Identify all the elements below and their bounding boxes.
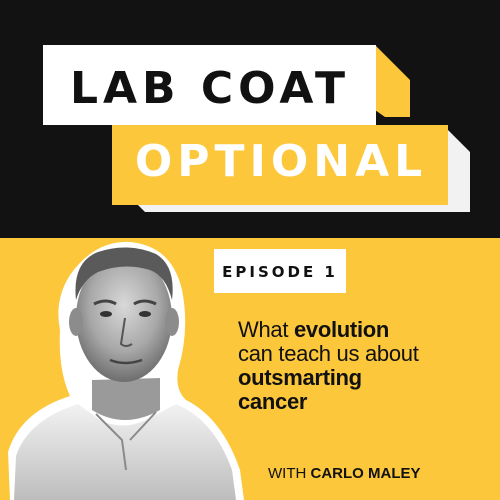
guest-photo [8, 241, 244, 500]
title-panel-yellow [112, 125, 448, 205]
shirt [14, 404, 236, 500]
description-text-1: What [238, 317, 294, 342]
show-title-line2: OPTIONAL [134, 136, 428, 187]
collar [95, 411, 157, 471]
mouth [109, 358, 143, 365]
description-highlight-outsmarting: outsmarting [238, 365, 362, 390]
hair [75, 247, 173, 300]
brow-left [93, 299, 117, 306]
episode-label: EPISODE 1 [222, 263, 338, 281]
eye-left [100, 311, 112, 317]
guest-prefix: WITH [268, 465, 311, 482]
ear-right [165, 308, 179, 336]
episode-badge [214, 249, 346, 293]
white-panel-depth [375, 45, 410, 117]
show-title-line1: LAB COAT [69, 63, 351, 114]
nose [119, 317, 133, 347]
ear-left [69, 308, 83, 336]
description-text-3: cancer [238, 389, 308, 414]
episode-description: What evolution can teach us about outsmart… [238, 318, 488, 414]
guest-name: CARLO MALEY [310, 465, 421, 482]
neck [92, 378, 160, 420]
brow-right [133, 299, 157, 306]
guest-credit: WITH CARLO MALEY [268, 464, 421, 484]
eye-right [139, 311, 151, 317]
title-panel-white [43, 45, 376, 125]
description-text-2: can teach us about [238, 341, 419, 366]
description-highlight-evolution: evolution [293, 317, 390, 342]
